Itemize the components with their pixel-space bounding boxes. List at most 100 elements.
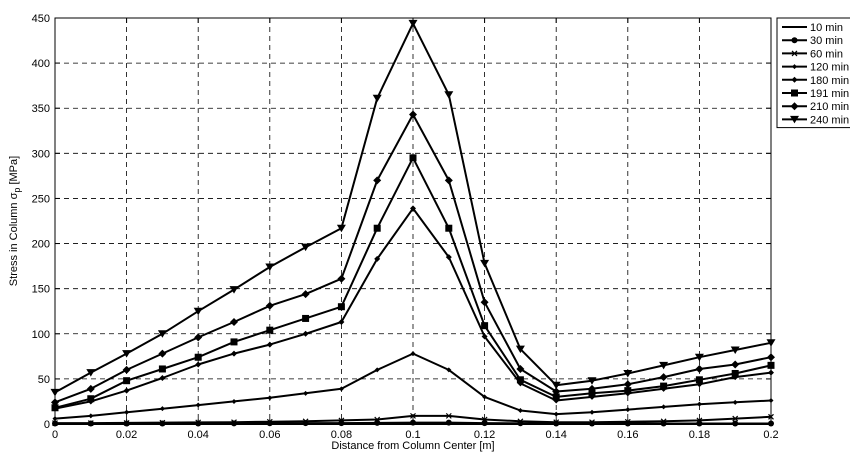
data-point: [444, 91, 454, 99]
legend-label: 120 min: [810, 62, 849, 74]
data-point: [88, 413, 94, 419]
data-point: [337, 303, 345, 311]
y-tick-label: 200: [32, 239, 50, 251]
data-point: [195, 402, 201, 408]
y-axis-label: Stress in Column σp [MPa]: [8, 156, 22, 286]
y-axis-label-sub: p: [12, 188, 22, 193]
y-tick-label: 150: [32, 284, 50, 296]
y-tick-label: 300: [32, 148, 50, 160]
data-point: [552, 387, 561, 396]
data-point: [409, 154, 417, 162]
data-point: [193, 307, 203, 316]
data-point: [589, 409, 595, 415]
data-point: [588, 384, 596, 393]
data-point: [588, 389, 596, 397]
legend-item: 120 min: [782, 62, 849, 74]
data-point: [694, 353, 704, 362]
data-point: [374, 367, 380, 373]
data-point: [266, 326, 274, 334]
legend-item: 30 min: [782, 35, 843, 47]
y-tick-label: 100: [32, 329, 50, 341]
data-point: [338, 386, 344, 392]
data-point: [444, 176, 453, 185]
data-point: [410, 412, 416, 419]
data-point: [123, 377, 131, 385]
x-tick-label: 0.18: [689, 429, 710, 441]
legend-item: 60 min: [782, 48, 843, 60]
legend-marker: [791, 50, 798, 57]
data-point: [229, 286, 239, 294]
x-tick-label: 0.2: [763, 429, 778, 441]
data-point: [338, 319, 345, 326]
data-point: [625, 407, 631, 413]
data-point: [124, 409, 130, 415]
x-tick-label: 0.1: [405, 429, 420, 441]
legend-label: 191 min: [810, 88, 849, 100]
legend-marker: [792, 64, 797, 70]
data-point: [86, 384, 95, 393]
data-point: [481, 333, 488, 340]
data-point: [660, 418, 667, 425]
data-point: [195, 361, 202, 368]
data-point: [659, 373, 668, 382]
data-point: [516, 376, 524, 384]
legend-marker: [791, 89, 798, 97]
data-point: [87, 420, 94, 427]
series-120-min: [52, 351, 774, 422]
data-point: [265, 301, 274, 310]
data-point: [410, 351, 416, 357]
data-point: [517, 418, 524, 425]
data-point: [159, 406, 165, 412]
data-point: [87, 395, 95, 403]
data-point: [266, 341, 273, 348]
y-tick-label: 350: [32, 103, 50, 115]
data-point: [159, 374, 166, 381]
x-tick-label: 0.02: [116, 429, 137, 441]
legend-label: 240 min: [810, 114, 849, 126]
legend-item: 10 min: [782, 22, 843, 34]
legend-marker: [791, 37, 798, 44]
data-point: [194, 333, 203, 342]
data-point: [552, 393, 560, 401]
y-axis-label-unit: [MPa]: [8, 156, 20, 188]
series-240-min: [50, 19, 776, 397]
data-point: [695, 376, 703, 384]
data-point: [516, 364, 525, 373]
data-point: [373, 224, 381, 232]
data-point: [445, 224, 453, 232]
data-point: [157, 330, 167, 338]
data-point: [122, 350, 132, 358]
ticks: 0 0.02 0.04 0.06 0.08 0.1 0.12 0.14 0.16 0.18 0.2 0…: [32, 13, 779, 441]
data-point: [303, 390, 309, 396]
data-point: [445, 419, 452, 426]
data-point: [732, 415, 739, 422]
data-point: [158, 365, 166, 373]
data-point: [230, 338, 238, 346]
data-point: [301, 290, 310, 299]
data-point: [731, 369, 739, 377]
data-point: [515, 345, 525, 354]
data-point: [553, 411, 559, 417]
x-tick-label: 0.16: [617, 429, 638, 441]
legend-label: 10 min: [810, 22, 843, 34]
legend-marker: [790, 115, 799, 124]
legend-item: 191 min: [782, 88, 849, 100]
data-point: [409, 110, 417, 119]
data-point: [86, 369, 96, 377]
data-point: [302, 314, 310, 322]
data-point: [374, 255, 381, 262]
data-point: [302, 418, 309, 425]
data-point: [587, 377, 597, 385]
data-point: [231, 350, 237, 357]
data-point: [732, 399, 738, 405]
data-point: [480, 259, 490, 268]
data-point: [551, 381, 561, 390]
data-point: [660, 382, 668, 390]
legend-item: 180 min: [782, 75, 849, 87]
data-point: [445, 254, 452, 261]
data-point: [230, 318, 238, 327]
y-tick-label: 0: [44, 419, 50, 431]
data-point: [480, 298, 489, 307]
data-point: [661, 404, 667, 410]
